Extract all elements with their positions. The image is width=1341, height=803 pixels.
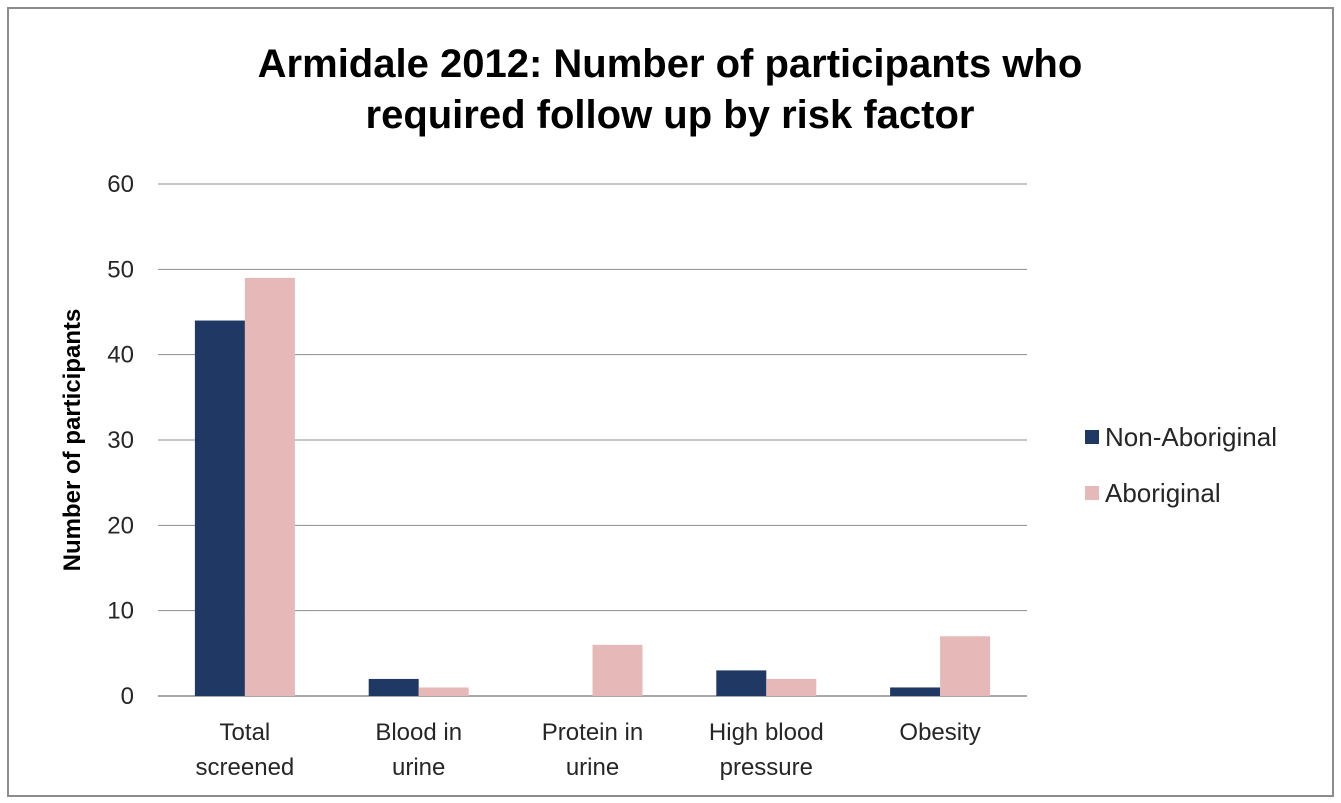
- bar-non-aboriginal-3: [716, 670, 767, 696]
- y-tick-label: 60: [107, 171, 134, 198]
- chart-title-line-1: Armidale 2012: Number of participants wh…: [258, 42, 1083, 86]
- x-tick-label: Total screened: [196, 719, 295, 781]
- bar-aboriginal-0: [244, 277, 295, 696]
- x-tick-label: Protein in urine: [542, 719, 643, 781]
- x-tick-label: High blood pressure: [709, 719, 824, 781]
- y-axis-ticks: 0 10 20 30 40 50 60: [107, 171, 134, 710]
- x-axis-ticks: Total screened Blood in urine Protein in urin…: [196, 719, 981, 781]
- bar-non-aboriginal-4: [890, 687, 941, 696]
- bars: [194, 277, 991, 696]
- chart-title: Armidale 2012: Number of participants wh…: [258, 42, 1083, 137]
- gridlines: [158, 183, 1027, 697]
- bar-aboriginal-4: [940, 636, 991, 696]
- bar-aboriginal-1: [418, 687, 469, 696]
- y-tick-label: 20: [107, 512, 134, 539]
- bar-non-aboriginal-0: [194, 320, 245, 696]
- bar-aboriginal-2: [592, 644, 643, 696]
- chart-title-line-2: required follow up by risk factor: [366, 93, 975, 137]
- y-tick-label: 0: [121, 683, 134, 710]
- bar-non-aboriginal-1: [368, 678, 419, 696]
- legend-label: Aboriginal: [1105, 478, 1221, 508]
- x-tick-label: Obesity: [899, 719, 980, 746]
- legend: Non-Aboriginal Aboriginal: [1085, 422, 1277, 508]
- bar-aboriginal-3: [766, 678, 817, 696]
- legend-swatch: [1085, 486, 1099, 500]
- legend-label: Non-Aboriginal: [1105, 422, 1277, 452]
- y-tick-label: 10: [107, 598, 134, 625]
- legend-swatch: [1085, 430, 1099, 444]
- y-tick-label: 30: [107, 427, 134, 454]
- y-tick-label: 50: [107, 256, 134, 283]
- y-tick-label: 40: [107, 342, 134, 369]
- x-tick-label: Blood in urine: [375, 719, 462, 781]
- y-axis-label: Number of participants: [59, 309, 86, 572]
